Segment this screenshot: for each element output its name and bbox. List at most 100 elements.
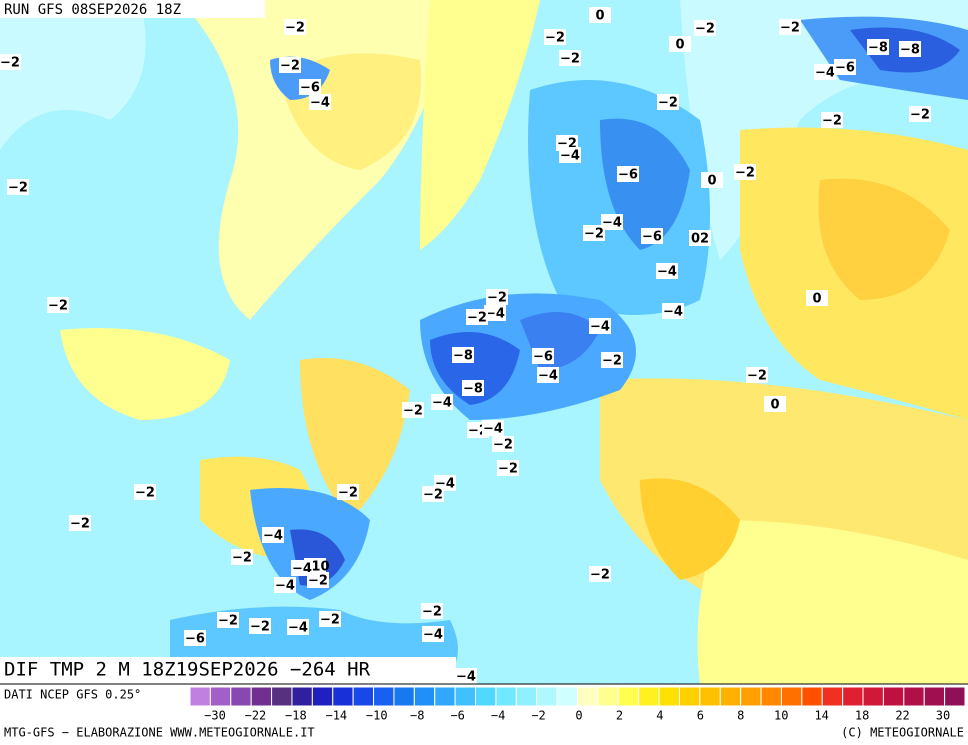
legend-swatch <box>536 686 558 707</box>
contour-label: −2 <box>423 488 443 503</box>
contour-label: −2 <box>0 56 20 71</box>
legend-label: 22 <box>895 709 909 723</box>
contour-label: −4 <box>263 529 283 544</box>
source-label: DATI NCEP GFS 0.25° <box>4 688 141 702</box>
contour-label: −4 <box>423 628 443 643</box>
legend-swatch <box>311 686 334 707</box>
label-box <box>821 112 843 128</box>
legend-label: −30 <box>204 709 226 723</box>
label-box <box>231 549 253 565</box>
contour-label: −6 <box>533 350 553 365</box>
contour-label: −2 <box>338 486 358 501</box>
label-box <box>462 380 484 396</box>
title-box <box>0 657 456 684</box>
legend-label: 2 <box>616 709 623 723</box>
credit-label: MTG-GFS − ELABORAZIONE WWW.METEOGIORNALE… <box>4 726 315 740</box>
label-box <box>455 668 477 684</box>
run-label: RUN GFS 08SEP2026 18Z <box>4 2 181 18</box>
contour-label: −4 <box>815 66 835 81</box>
label-box <box>466 309 488 325</box>
legend-swatch <box>903 686 925 707</box>
label-box <box>47 297 69 313</box>
label-box <box>262 527 284 543</box>
label-box <box>899 41 921 57</box>
label-box <box>486 289 508 305</box>
legend-swatch <box>923 686 946 707</box>
run-box <box>0 0 265 18</box>
label-box <box>909 106 931 122</box>
label-box <box>601 352 623 368</box>
label-box <box>559 50 581 66</box>
map-title: DIF TMP 2 M 18Z19SEP2026 −264 HR <box>4 659 371 681</box>
legend-swatch <box>597 686 619 707</box>
contour-label: −2 <box>545 31 565 46</box>
label-box <box>284 19 306 35</box>
legend-label: −14 <box>325 709 347 723</box>
legend-label: 18 <box>855 709 869 723</box>
label-box <box>601 214 623 230</box>
contour-label: −2 <box>70 517 90 532</box>
contour-labels: −2−2−6−4−2−2−2−2−20−2−20−2 −2−8 −8−4 −6−2 −2… <box>0 7 931 685</box>
legend-swatch <box>332 686 354 707</box>
label-box <box>492 436 514 452</box>
contour-label: −8 <box>453 349 473 364</box>
legend-swatch <box>434 686 456 707</box>
contour-label: 0 <box>770 398 779 413</box>
label-box <box>641 228 663 244</box>
legend-swatch <box>638 686 660 707</box>
legend-swatch <box>658 686 680 707</box>
contour-label: −2 <box>467 311 487 326</box>
contour-label: −2 <box>403 404 423 419</box>
label-box <box>669 36 691 52</box>
contour-label: −6 <box>835 61 855 76</box>
label-box <box>422 626 444 642</box>
contour-label: −6 <box>618 168 638 183</box>
legend-swatch <box>556 686 579 707</box>
contour-label: −2 <box>780 21 800 36</box>
label-box <box>497 460 519 476</box>
contour-label: −4 <box>485 307 505 322</box>
contour-label: −2 <box>658 96 678 111</box>
label-box <box>867 39 889 55</box>
label-box <box>662 303 684 319</box>
label-box <box>482 420 504 436</box>
legend-swatch <box>209 686 232 707</box>
legend-swatch <box>862 686 884 707</box>
contour-label: −4 <box>432 396 452 411</box>
label-box <box>299 79 321 95</box>
legend-swatch <box>413 686 436 707</box>
label-box <box>656 263 678 279</box>
legend-swatch <box>842 686 864 707</box>
contour-label: −2 <box>422 605 442 620</box>
label-box <box>279 57 301 73</box>
legend-swatch <box>230 686 252 707</box>
contour-label: −2 <box>822 114 842 129</box>
contour-label: −4 <box>292 562 312 577</box>
legend-swatch <box>475 686 497 707</box>
contour-label: −2 <box>218 614 238 629</box>
label-box <box>7 179 29 195</box>
legend-label: −22 <box>245 709 267 723</box>
legend-swatch <box>740 686 762 707</box>
label-box <box>544 29 566 45</box>
label-box <box>806 290 828 306</box>
contour-label: −2 <box>498 462 518 477</box>
contour-label: −4 <box>483 422 503 437</box>
contour-label: −8 <box>868 41 888 56</box>
label-box <box>834 59 856 75</box>
contour-label: −2 <box>584 227 604 242</box>
contour-label: −8 <box>900 43 920 58</box>
legend-label: −18 <box>285 709 307 723</box>
legend-swatch <box>821 686 844 707</box>
copyright-label: (C) METEOGIORNALE <box>841 726 964 740</box>
legend-label: 14 <box>814 709 828 723</box>
label-box <box>583 225 605 241</box>
label-box <box>589 318 611 334</box>
label-box <box>274 577 296 593</box>
contour-label: −2 <box>285 21 305 36</box>
label-box <box>249 618 271 634</box>
contour-label: −2 <box>493 438 513 453</box>
legend-swatch <box>271 686 293 707</box>
contour-label: −2 <box>280 59 300 74</box>
